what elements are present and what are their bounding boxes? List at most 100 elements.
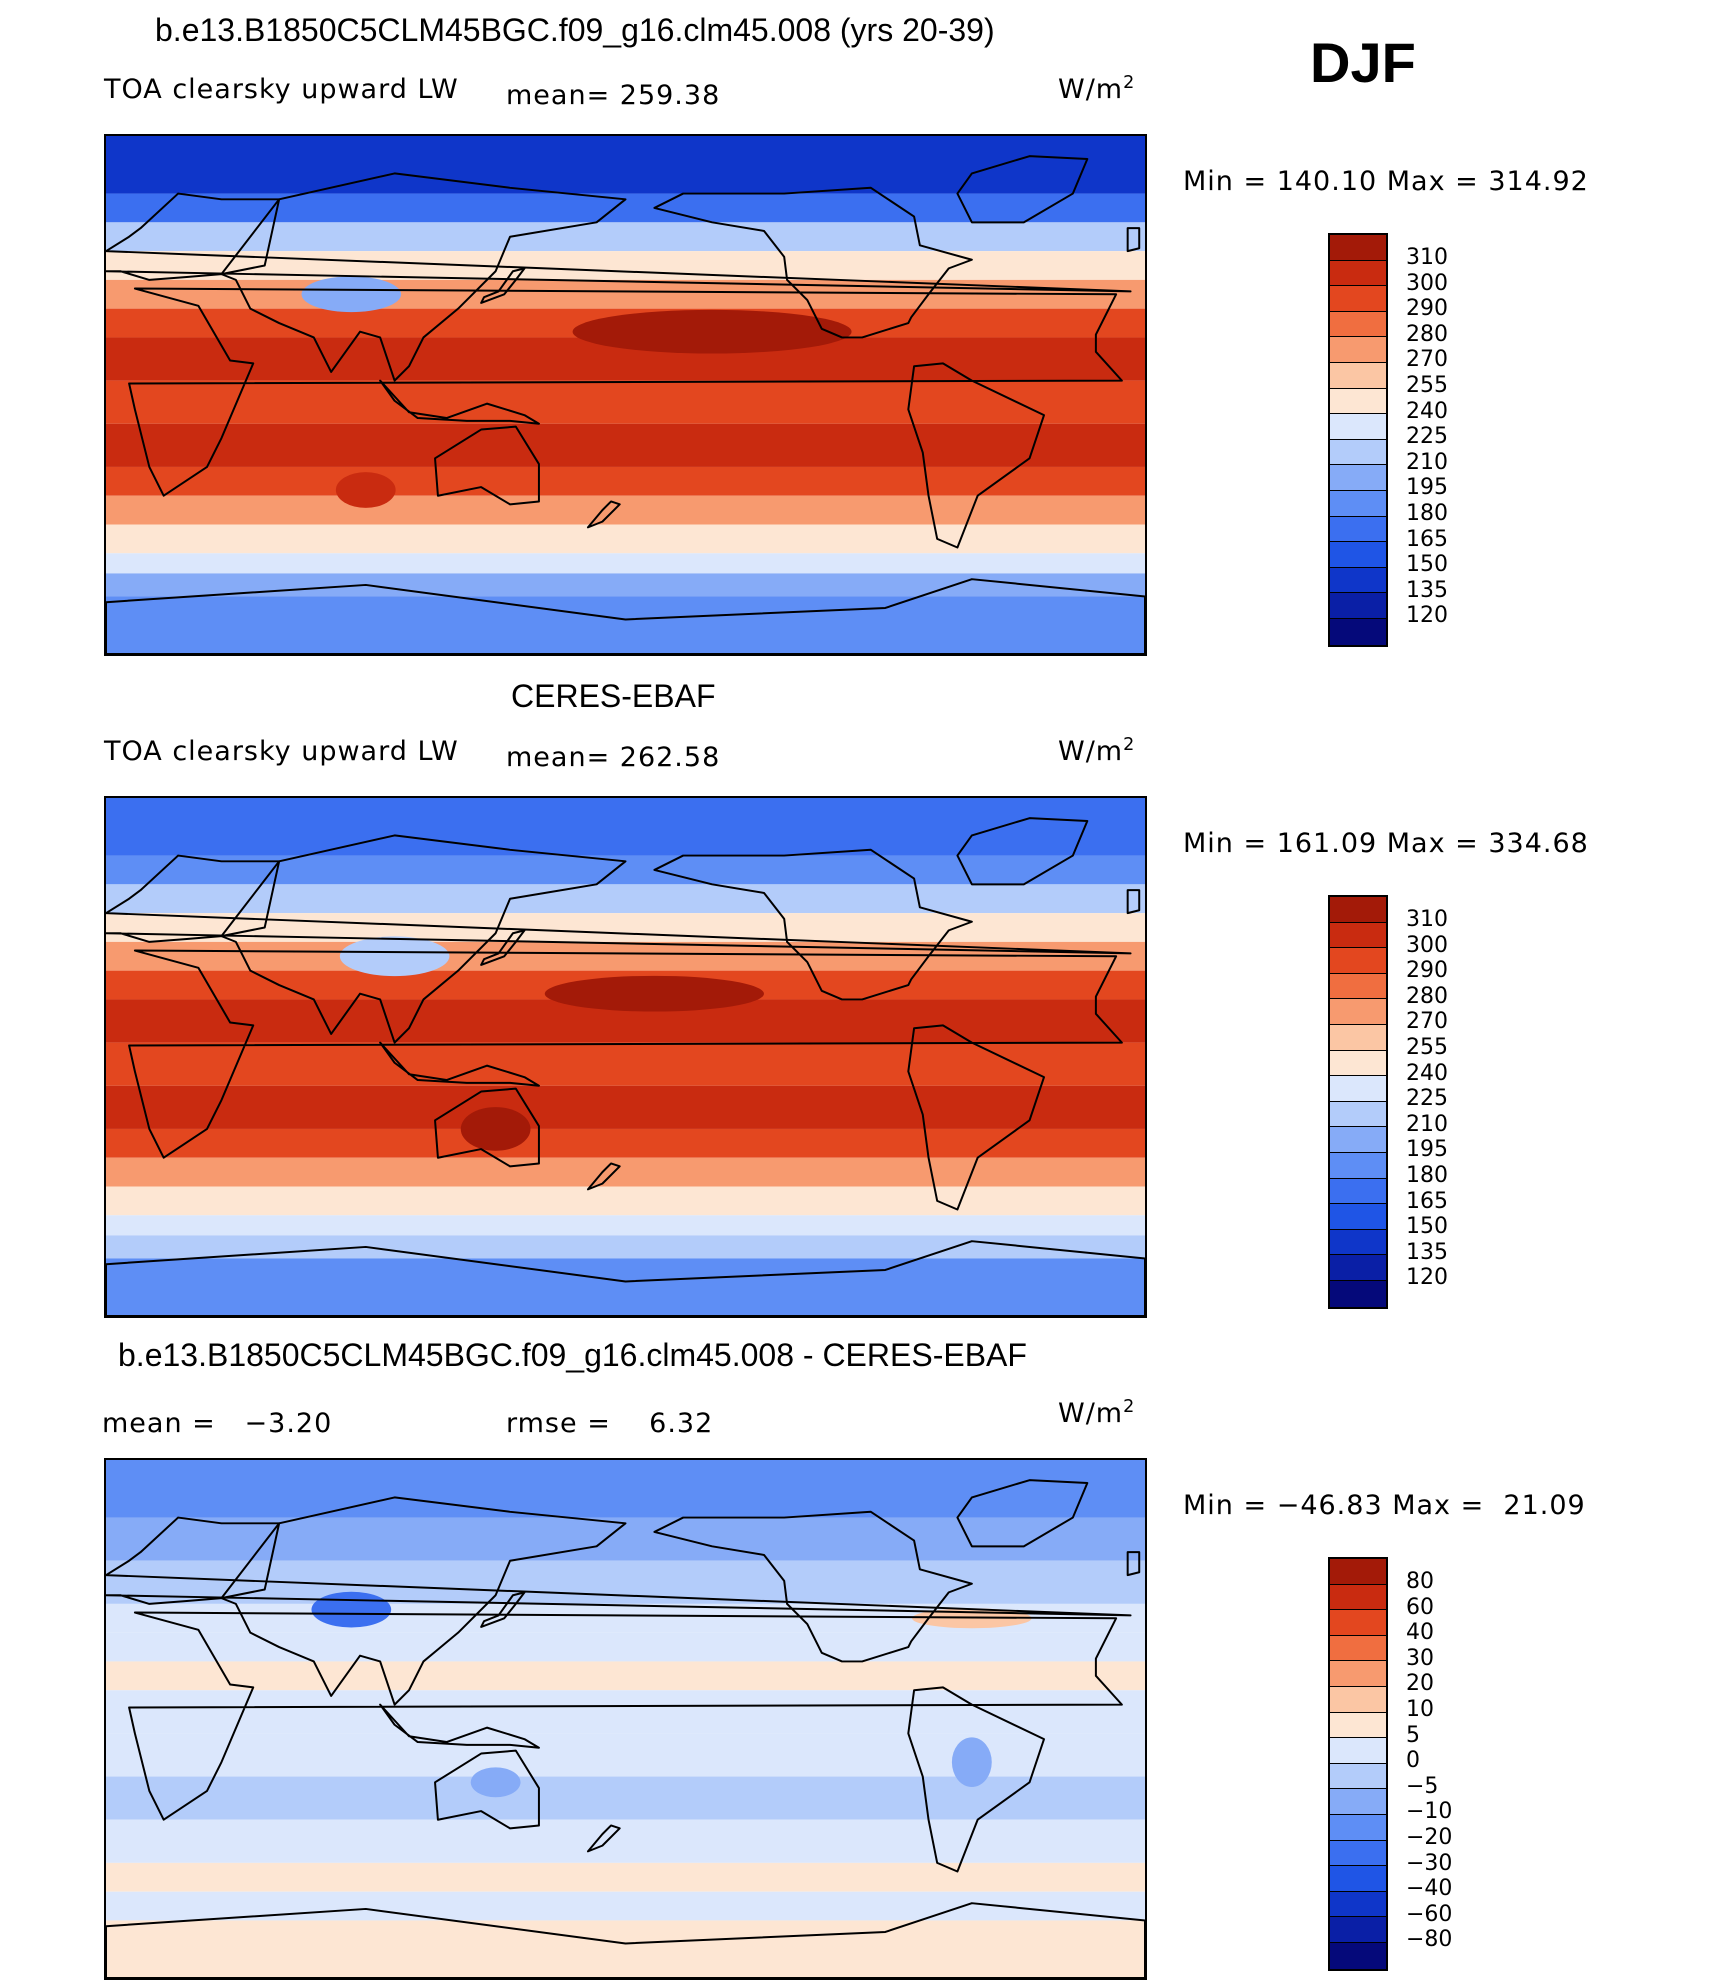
colorbar-tick-label: 240 [1406, 398, 1448, 424]
colorbar-cell [1330, 1178, 1386, 1205]
colorbar-cell [1330, 1152, 1386, 1179]
map-band [106, 1690, 1145, 1734]
variable-label: TOA clearsky upward LW [104, 74, 459, 105]
coastline [653, 1510, 973, 1663]
map-band [106, 1128, 1145, 1158]
map-band [106, 1042, 1145, 1086]
coastline [128, 949, 1123, 1159]
coastline [128, 1611, 1123, 1821]
coastline [586, 1162, 621, 1191]
colorbar-cell [1330, 1866, 1386, 1892]
colorbar-swatches [1328, 1557, 1388, 1971]
map-band [106, 596, 1145, 654]
colorbar-cell [1330, 286, 1386, 312]
colorbar-cell [1330, 1229, 1386, 1256]
colorbar-tick-label: 240 [1406, 1060, 1448, 1086]
colorbar-cell [1330, 948, 1386, 974]
colorbar-cell [1330, 1840, 1386, 1867]
colorbar-cell [1330, 235, 1386, 261]
map-feature [335, 472, 396, 508]
map-band [106, 1215, 1145, 1236]
coastline [907, 362, 1045, 549]
colorbar-tick-label: 300 [1406, 932, 1448, 958]
colorbar-cell [1330, 1584, 1386, 1611]
colorbar-cell [1330, 1101, 1386, 1128]
colorbar-cell [1330, 1917, 1386, 1943]
colorbar-tick-label: 120 [1406, 603, 1448, 629]
colorbar-cell [1330, 1789, 1386, 1815]
colorbar-cell [1330, 618, 1386, 645]
colorbar-tick-label: 5 [1406, 1722, 1420, 1748]
colorbar-cell [1330, 1891, 1386, 1918]
coastline [586, 1824, 621, 1853]
mean-label: mean= 259.38 [506, 80, 721, 111]
minmax-label: Min = 161.09 Max = 334.68 [1183, 828, 1589, 859]
colorbar-cell [1330, 593, 1386, 619]
colorbar-tick-label: 150 [1406, 552, 1448, 578]
map-panel-obs [104, 796, 1147, 1318]
coastline [1126, 889, 1141, 915]
panel-title: b.e13.B1850C5CLM45BGC.f09_g16.clm45.008 … [118, 1337, 1027, 1373]
coastline [907, 1024, 1045, 1211]
colorbar-cell [1330, 311, 1386, 338]
map-feature [470, 1767, 521, 1798]
colorbar-cell [1330, 999, 1386, 1025]
minmax-label: Min = 140.10 Max = 314.92 [1183, 166, 1589, 197]
coastline [106, 192, 1132, 293]
coastline [106, 1516, 1132, 1617]
colorbar-cell [1330, 1127, 1386, 1153]
colorbar-tick-label: 210 [1406, 1111, 1448, 1137]
colorbar-cell [1330, 1763, 1386, 1790]
map-band [106, 1235, 1145, 1259]
colorbar-tick-label: 0 [1406, 1748, 1420, 1774]
map-panel-diff [104, 1458, 1147, 1980]
colorbar-tick-label: −20 [1406, 1825, 1453, 1850]
colorbar-cell [1330, 439, 1386, 466]
coastline [480, 1591, 526, 1628]
coastline [106, 854, 1132, 955]
minmax-label: Min = −46.83 Max = 21.09 [1183, 1490, 1586, 1521]
coastline [480, 267, 526, 304]
colorbar-cell [1330, 1024, 1386, 1051]
map-band [106, 524, 1145, 554]
map-band [106, 1920, 1145, 1978]
contour-map [106, 1460, 1145, 1978]
map-band [106, 573, 1145, 597]
panel-title: CERES-EBAF [511, 678, 716, 714]
colorbar-tick-label: −10 [1406, 1799, 1453, 1825]
colorbar-tick-label: −5 [1406, 1773, 1439, 1799]
coastline [653, 848, 973, 1001]
map-band [106, 466, 1145, 496]
colorbar-cell [1330, 388, 1386, 415]
colorbar-tick-label: 280 [1406, 983, 1448, 1009]
map-band [106, 1819, 1145, 1863]
colorbar-cell [1330, 542, 1386, 568]
coastline [480, 929, 526, 966]
colorbar-cell [1330, 1076, 1386, 1102]
colorbar-tick-label: 270 [1406, 1009, 1448, 1035]
contour-map [106, 798, 1145, 1316]
map-feature [544, 975, 764, 1012]
map-feature [311, 1591, 392, 1628]
colorbar-cell [1330, 1686, 1386, 1713]
colorbar-cell [1330, 1255, 1386, 1281]
coastline [434, 1087, 540, 1168]
colorbar-cell [1330, 567, 1386, 594]
map-feature [339, 936, 450, 977]
map-band [106, 1862, 1145, 1892]
map-band [106, 193, 1145, 223]
colorbar-tick-label: −40 [1406, 1876, 1453, 1902]
colorbar-tick-label: 255 [1406, 373, 1448, 398]
map-band [106, 798, 1145, 856]
colorbar-tick-label: −30 [1406, 1850, 1453, 1876]
colorbar-tick-label: 195 [1406, 475, 1448, 501]
coastline [434, 425, 540, 506]
colorbar-cell [1330, 1280, 1386, 1307]
map-feature [460, 1107, 531, 1151]
units-label: W/m2 [1058, 735, 1136, 767]
colorbar-cell [1330, 1204, 1386, 1230]
colorbar-cell [1330, 1050, 1386, 1077]
colorbar-tick-label: 120 [1406, 1265, 1448, 1291]
map-band [106, 1186, 1145, 1216]
colorbar-tick-label: 300 [1406, 270, 1448, 296]
